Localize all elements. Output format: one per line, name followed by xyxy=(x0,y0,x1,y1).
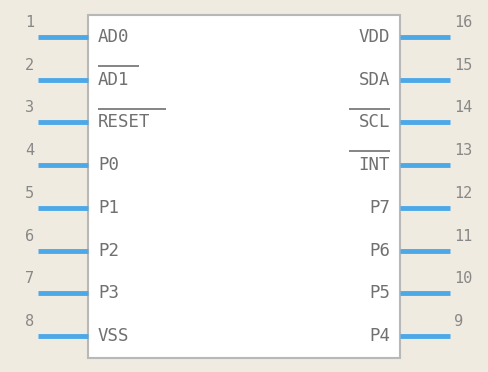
Text: 1: 1 xyxy=(25,15,34,30)
Text: RESET: RESET xyxy=(98,113,150,131)
Text: 7: 7 xyxy=(25,271,34,286)
Text: AD1: AD1 xyxy=(98,71,129,89)
Text: AD0: AD0 xyxy=(98,28,129,46)
Text: 15: 15 xyxy=(454,58,472,73)
Text: 12: 12 xyxy=(454,186,472,201)
Text: VDD: VDD xyxy=(359,28,390,46)
Text: INT: INT xyxy=(359,156,390,174)
Text: P1: P1 xyxy=(98,199,119,217)
Text: 8: 8 xyxy=(25,314,34,329)
Text: VSS: VSS xyxy=(98,327,129,345)
Text: SDA: SDA xyxy=(359,71,390,89)
Text: 2: 2 xyxy=(25,58,34,73)
Text: P5: P5 xyxy=(369,284,390,302)
Text: 14: 14 xyxy=(454,100,472,115)
Text: P0: P0 xyxy=(98,156,119,174)
Text: 6: 6 xyxy=(25,228,34,244)
Text: 4: 4 xyxy=(25,143,34,158)
Text: P7: P7 xyxy=(369,199,390,217)
Text: P2: P2 xyxy=(98,241,119,260)
Text: 16: 16 xyxy=(454,15,472,30)
Text: 9: 9 xyxy=(454,314,463,329)
Text: P4: P4 xyxy=(369,327,390,345)
Bar xyxy=(88,15,400,358)
Text: P3: P3 xyxy=(98,284,119,302)
Text: 5: 5 xyxy=(25,186,34,201)
Text: P6: P6 xyxy=(369,241,390,260)
Text: 11: 11 xyxy=(454,228,472,244)
Text: 3: 3 xyxy=(25,100,34,115)
Text: 13: 13 xyxy=(454,143,472,158)
Text: 10: 10 xyxy=(454,271,472,286)
Text: SCL: SCL xyxy=(359,113,390,131)
